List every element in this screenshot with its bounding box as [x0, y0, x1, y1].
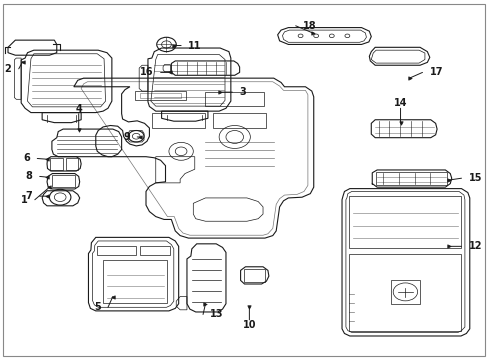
Text: 7: 7 [25, 191, 32, 201]
Text: 13: 13 [210, 310, 224, 319]
Text: 10: 10 [242, 320, 256, 330]
Text: 8: 8 [25, 171, 32, 181]
Bar [52, 175, 75, 187]
Text: 9: 9 [123, 132, 130, 142]
Bar [50, 158, 62, 170]
Text: 4: 4 [75, 104, 82, 114]
Text: 1: 1 [20, 195, 27, 205]
Text: 16: 16 [140, 67, 153, 77]
Text: 11: 11 [188, 41, 202, 50]
Bar [243, 269, 265, 282]
Text: 6: 6 [23, 153, 30, 163]
Text: 15: 15 [468, 173, 481, 183]
Text: 2: 2 [5, 64, 11, 74]
Text: 17: 17 [429, 67, 443, 77]
Text: 18: 18 [303, 21, 316, 31]
Text: 5: 5 [94, 302, 101, 312]
Text: 12: 12 [468, 241, 481, 251]
Text: 14: 14 [393, 98, 407, 108]
Text: 3: 3 [239, 87, 246, 97]
Bar [65, 158, 78, 170]
